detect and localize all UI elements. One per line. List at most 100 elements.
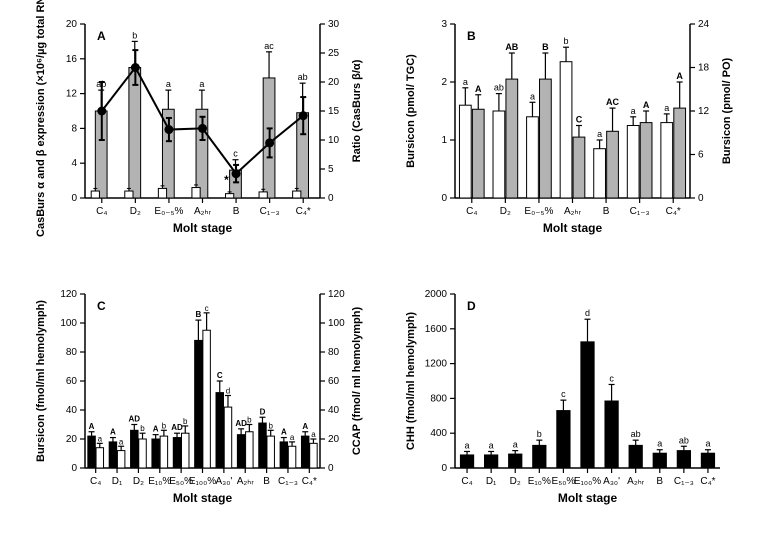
svg-text:0: 0	[441, 463, 447, 474]
svg-text:12: 12	[698, 106, 710, 117]
svg-text:100: 100	[60, 318, 77, 329]
svg-text:20: 20	[66, 19, 78, 30]
svg-text:D₁: D₁	[112, 476, 123, 487]
svg-text:C₄*: C₄*	[666, 206, 681, 217]
svg-text:A₂ₕᵣ: A₂ₕᵣ	[194, 206, 212, 217]
svg-text:B: B	[656, 476, 663, 487]
svg-text:80: 80	[66, 347, 78, 358]
svg-text:B: B	[603, 206, 610, 217]
panel-letter-A: A	[97, 29, 106, 43]
svg-text:b: b	[183, 417, 188, 426]
svg-text:0: 0	[441, 193, 447, 204]
ylabel-left-B: Bursicon (pmol/ TGC)	[405, 54, 417, 168]
svg-text:C₄*: C₄*	[296, 206, 311, 217]
panel-letter-D: D	[467, 299, 476, 313]
svg-text:16: 16	[66, 54, 78, 65]
svg-text:20: 20	[66, 434, 78, 445]
svg-text:a: a	[311, 430, 316, 439]
panel-letter-B: B	[467, 29, 476, 43]
svg-text:d: d	[585, 308, 590, 318]
svg-text:25: 25	[328, 48, 340, 59]
svg-text:C₁₋₃: C₁₋₃	[630, 206, 650, 217]
svg-text:b: b	[162, 421, 167, 430]
svg-text:b: b	[564, 36, 569, 46]
svg-text:A₂ₕᵣ: A₂ₕᵣ	[564, 206, 582, 217]
svg-text:C₄*: C₄*	[302, 476, 317, 487]
svg-text:A: A	[475, 84, 482, 94]
svg-text:a: a	[530, 91, 535, 101]
svg-text:D: D	[260, 407, 266, 416]
svg-text:ab: ab	[298, 72, 308, 82]
svg-text:24: 24	[698, 19, 710, 30]
panel-D: 0400800120016002000C₄D₁D₂E₁₀%E₅₀%E₁₀₀%A₃…	[405, 289, 720, 505]
svg-text:a: a	[657, 439, 662, 449]
svg-text:1: 1	[441, 135, 447, 146]
svg-text:ab: ab	[679, 435, 689, 445]
svg-text:5: 5	[328, 164, 334, 175]
figure-container: 048121620051015202530C₄D₂E₀₋₅%A₂ₕᵣBC₁₋₃C…	[0, 0, 759, 530]
ylabel-right-C: CCAP (fmol/ ml hemolymph)	[351, 307, 363, 456]
svg-text:a: a	[489, 440, 494, 450]
svg-text:E₁₀₀%: E₁₀₀%	[189, 476, 216, 487]
svg-text:60: 60	[328, 376, 340, 387]
svg-text:0: 0	[71, 463, 77, 474]
ylabel-left-A: CasBurs α and β expression (×10⁶/µg tota…	[35, 0, 47, 237]
panel-B: 012306121824C₄D₂E₀₋₅%A₂ₕᵣBC₁₋₃C₄*aAabABa…	[405, 19, 733, 235]
svg-text:18: 18	[698, 63, 710, 74]
svg-text:60: 60	[66, 376, 78, 387]
svg-text:AB: AB	[505, 42, 518, 52]
svg-text:ac: ac	[264, 41, 274, 51]
ylabel-right-A: Ratio (CasBurs β/α)	[351, 59, 363, 162]
xlabel-C: Molt stage	[173, 491, 233, 505]
svg-text:B: B	[195, 310, 201, 319]
svg-text:a: a	[705, 439, 710, 449]
svg-text:D₂: D₂	[510, 476, 521, 487]
figure-svg: 048121620051015202530C₄D₂E₀₋₅%A₂ₕᵣBC₁₋₃C…	[0, 0, 759, 530]
svg-text:A₃₀': A₃₀'	[603, 476, 620, 487]
svg-text:a: a	[631, 106, 636, 116]
ylabel-left-D: CHH (fmol/ml hemolymph)	[405, 312, 417, 450]
svg-text:80: 80	[328, 347, 340, 358]
xlabel-B: Molt stage	[543, 221, 603, 235]
svg-text:B: B	[542, 42, 549, 52]
svg-text:C₄: C₄	[461, 476, 472, 487]
svg-text:B: B	[263, 476, 270, 487]
svg-text:D₂: D₂	[133, 476, 144, 487]
svg-text:30: 30	[328, 19, 340, 30]
svg-text:a: a	[664, 103, 669, 113]
svg-text:AD: AD	[171, 423, 183, 432]
svg-text:0: 0	[71, 193, 77, 204]
svg-text:A: A	[110, 428, 116, 437]
svg-text:A: A	[643, 100, 650, 110]
svg-text:c: c	[609, 373, 614, 383]
svg-text:20: 20	[328, 434, 340, 445]
svg-text:C₄*: C₄*	[700, 476, 715, 487]
svg-text:A₃₀': A₃₀'	[215, 476, 232, 487]
svg-text:a: a	[166, 79, 171, 89]
svg-text:a: a	[465, 440, 470, 450]
svg-text:a: a	[199, 79, 204, 89]
svg-text:*: *	[224, 173, 229, 187]
svg-text:d: d	[226, 387, 230, 396]
svg-text:120: 120	[60, 289, 77, 300]
svg-text:20: 20	[328, 77, 340, 88]
svg-text:C₁₋₃: C₁₋₃	[674, 476, 694, 487]
svg-text:40: 40	[328, 405, 340, 416]
svg-text:C₁₋₃: C₁₋₃	[260, 206, 280, 217]
svg-text:C₁₋₃: C₁₋₃	[278, 476, 298, 487]
svg-text:6: 6	[698, 150, 704, 161]
svg-text:40: 40	[66, 405, 78, 416]
svg-text:b: b	[247, 416, 252, 425]
svg-text:2000: 2000	[425, 289, 448, 300]
svg-text:b: b	[132, 30, 137, 40]
svg-text:1200: 1200	[425, 359, 448, 370]
svg-text:AC: AC	[606, 97, 619, 107]
svg-text:a: a	[513, 440, 518, 450]
svg-text:ab: ab	[494, 83, 504, 93]
ylabel-left-C: Bursicon (fmol/ml hemolymph)	[35, 300, 47, 462]
svg-text:C₄: C₄	[90, 476, 101, 487]
svg-text:400: 400	[430, 428, 447, 439]
svg-text:E₁₀%: E₁₀%	[148, 476, 171, 487]
svg-text:C: C	[576, 115, 583, 125]
svg-text:AD: AD	[129, 415, 141, 424]
